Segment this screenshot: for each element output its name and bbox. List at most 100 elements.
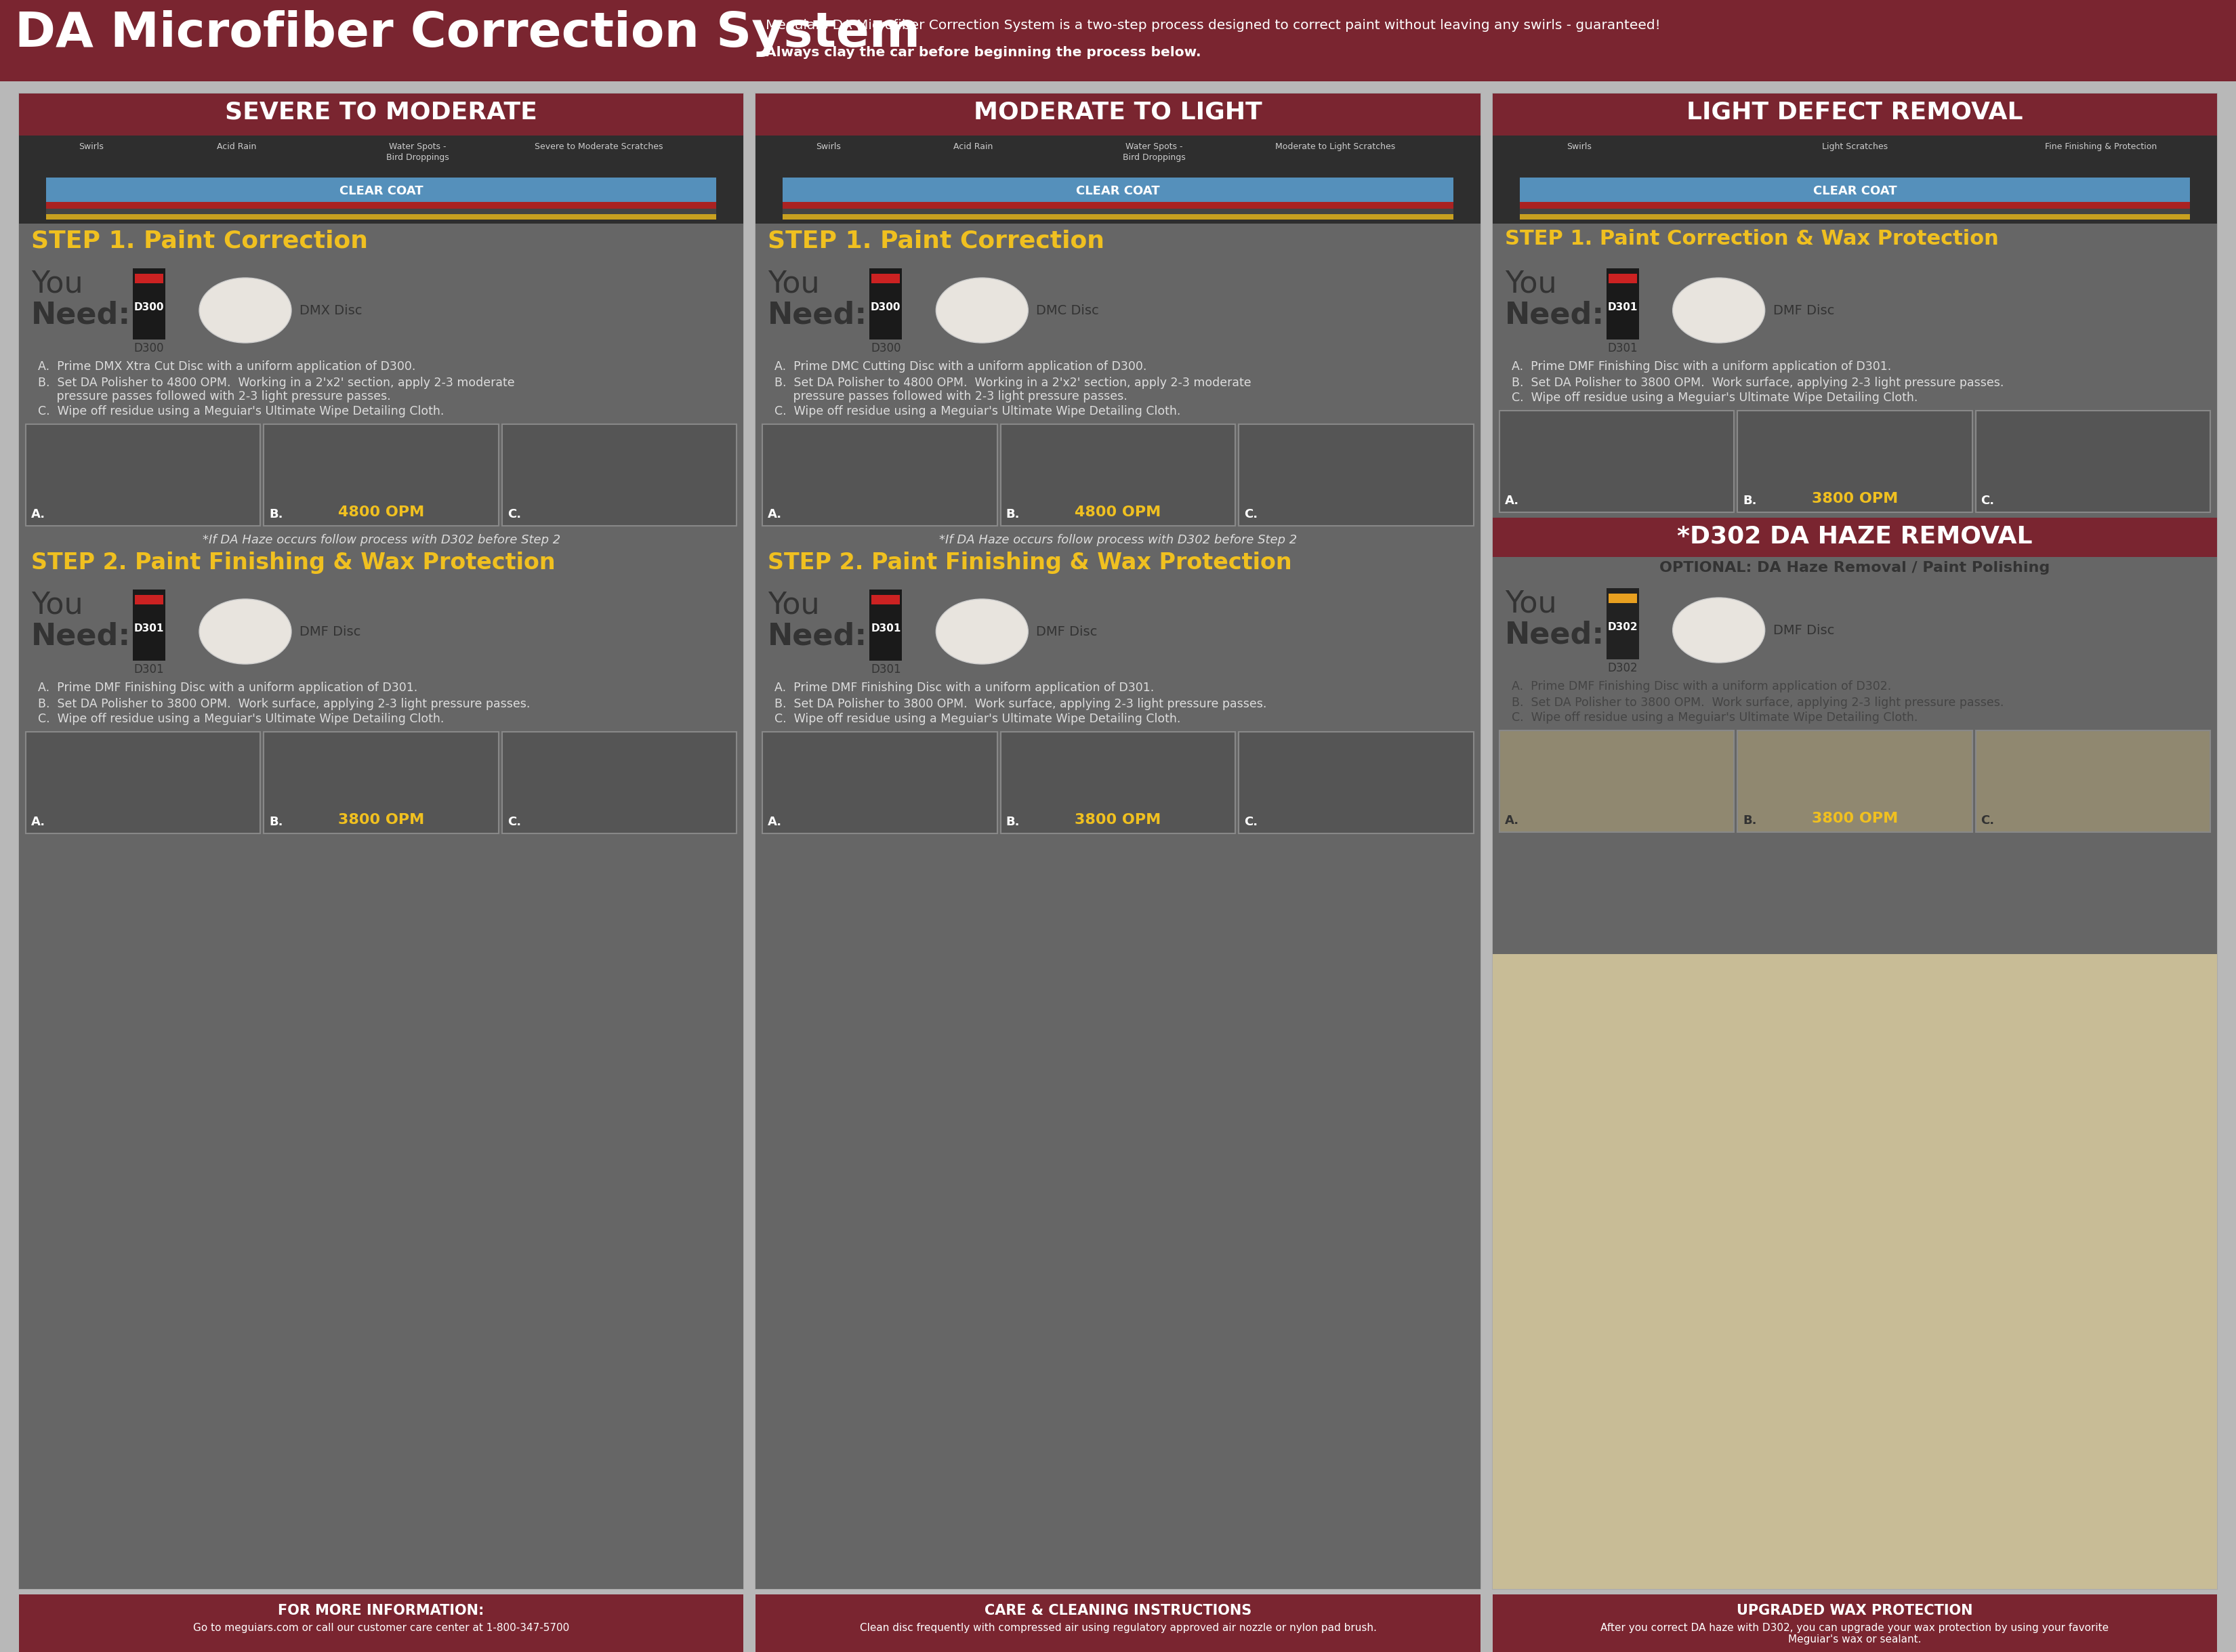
Bar (756, 1594, 1480, 1652)
Text: C.: C. (1243, 509, 1259, 520)
Text: D301: D301 (1608, 342, 1637, 355)
Text: 3800 OPM: 3800 OPM (1811, 811, 1898, 826)
Text: B.  Set DA Polisher to 3800 OPM.  Work surface, applying 2-3 light pressure pass: B. Set DA Polisher to 3800 OPM. Work sur… (1512, 377, 2003, 388)
Text: STEP 2. Paint Finishing & Wax Protection: STEP 2. Paint Finishing & Wax Protection (31, 552, 555, 573)
Bar (47, 202, 716, 208)
Text: OPTIONAL: DA Haze Removal / Paint Polishing: OPTIONAL: DA Haze Removal / Paint Polish… (1659, 562, 2050, 575)
Text: Clean disc frequently with compressed air using regulatory approved air nozzle o: Clean disc frequently with compressed ai… (859, 1622, 1377, 1634)
Bar (18, 94, 745, 135)
Bar (783, 215, 1453, 220)
Text: B.: B. (268, 816, 284, 828)
Bar (264, 425, 499, 525)
Text: Always clay the car before beginning the process below.: Always clay the car before beginning the… (765, 46, 1201, 59)
Text: UPGRADED WAX PROTECTION: UPGRADED WAX PROTECTION (1737, 1604, 1972, 1617)
Text: A.  Prime DMF Finishing Disc with a uniform application of D301.: A. Prime DMF Finishing Disc with a unifo… (1512, 360, 1892, 373)
Ellipse shape (1673, 598, 1764, 662)
Bar (18, 223, 745, 1589)
Bar (47, 215, 716, 220)
Bar (1491, 223, 2218, 955)
Text: A.  Prime DMC Cutting Disc with a uniform application of D300.: A. Prime DMC Cutting Disc with a uniform… (774, 360, 1147, 373)
Text: C.  Wipe off residue using a Meguiar's Ultimate Wipe Detailing Cloth.: C. Wipe off residue using a Meguiar's Ul… (38, 714, 445, 725)
Text: A.  Prime DMX Xtra Cut Disc with a uniform application of D300.: A. Prime DMX Xtra Cut Disc with a unifor… (38, 360, 416, 373)
Text: DMF Disc: DMF Disc (1773, 624, 1834, 636)
Text: B.: B. (1742, 494, 1757, 507)
Bar (1608, 274, 1637, 282)
Bar (18, 94, 745, 1589)
Bar (762, 732, 997, 834)
Bar (47, 208, 716, 215)
Bar (870, 268, 901, 339)
Text: D300: D300 (134, 302, 163, 312)
Text: DMC Disc: DMC Disc (1035, 304, 1100, 317)
Text: D301: D301 (870, 664, 901, 676)
Text: A.: A. (31, 816, 45, 828)
Text: You: You (767, 269, 821, 299)
Ellipse shape (199, 600, 291, 664)
Bar (756, 223, 1480, 1589)
Bar (1605, 268, 1639, 339)
Text: 4800 OPM: 4800 OPM (338, 506, 425, 519)
Text: C.: C. (508, 509, 521, 520)
Bar (1977, 411, 2209, 512)
Text: C.  Wipe off residue using a Meguiar's Ultimate Wipe Detailing Cloth.: C. Wipe off residue using a Meguiar's Ul… (774, 714, 1181, 725)
Text: SEVERE TO MODERATE: SEVERE TO MODERATE (226, 101, 537, 124)
Bar (1608, 593, 1637, 603)
Text: Go to meguiars.com or call our customer care center at 1-800-347-5700: Go to meguiars.com or call our customer … (192, 1622, 570, 1634)
Bar (756, 94, 1480, 135)
Bar (872, 595, 901, 605)
Text: 3800 OPM: 3800 OPM (1076, 813, 1160, 826)
Text: B.  Set DA Polisher to 3800 OPM.  Work surface, applying 2-3 light pressure pass: B. Set DA Polisher to 3800 OPM. Work sur… (38, 697, 530, 710)
Bar (783, 208, 1453, 215)
Text: Water Spots -: Water Spots - (389, 142, 447, 150)
Bar (0, 0, 2236, 81)
Text: CARE & CLEANING INSTRUCTIONS: CARE & CLEANING INSTRUCTIONS (984, 1604, 1252, 1617)
Text: Moderate to Light Scratches: Moderate to Light Scratches (1275, 142, 1395, 150)
Bar (762, 425, 997, 525)
Bar (134, 274, 163, 282)
Text: You: You (31, 591, 83, 620)
Text: B.  Set DA Polisher to 3800 OPM.  Work surface, applying 2-3 light pressure pass: B. Set DA Polisher to 3800 OPM. Work sur… (1512, 697, 2003, 709)
Text: Acid Rain: Acid Rain (217, 142, 257, 150)
Text: C.: C. (1981, 814, 1995, 826)
Text: *D302 DA HAZE REMOVAL: *D302 DA HAZE REMOVAL (1677, 524, 2033, 547)
Text: Severe to Moderate Scratches: Severe to Moderate Scratches (534, 142, 662, 150)
Text: Need:: Need: (1505, 301, 1605, 329)
Text: LIGHT DEFECT REMOVAL: LIGHT DEFECT REMOVAL (1686, 101, 2024, 124)
Bar (1500, 730, 1733, 833)
Text: CLEAR COAT: CLEAR COAT (1813, 185, 1896, 197)
Text: Need:: Need: (767, 301, 868, 329)
Text: B.  Set DA Polisher to 4800 OPM.  Working in a 2'x2' section, apply 2-3 moderate: B. Set DA Polisher to 4800 OPM. Working … (774, 377, 1252, 388)
Bar (1977, 730, 2209, 833)
Text: Need:: Need: (767, 621, 868, 651)
Text: B.  Set DA Polisher to 4800 OPM.  Working in a 2'x2' section, apply 2-3 moderate: B. Set DA Polisher to 4800 OPM. Working … (38, 377, 514, 388)
Text: B.: B. (1742, 814, 1757, 826)
Text: pressure passes followed with 2-3 light pressure passes.: pressure passes followed with 2-3 light … (38, 390, 391, 403)
Text: You: You (1505, 269, 1556, 299)
Bar (1491, 1594, 2218, 1652)
Text: A.: A. (31, 509, 45, 520)
Text: A.: A. (767, 816, 783, 828)
Text: A.: A. (1505, 494, 1518, 507)
Text: D300: D300 (870, 342, 901, 355)
Bar (1500, 411, 1733, 512)
Text: Light Scratches: Light Scratches (1822, 142, 1887, 150)
Text: A.  Prime DMF Finishing Disc with a uniform application of D301.: A. Prime DMF Finishing Disc with a unifo… (38, 682, 418, 694)
Text: DMF Disc: DMF Disc (300, 624, 360, 638)
Bar (1491, 135, 2218, 223)
Text: C.  Wipe off residue using a Meguiar's Ultimate Wipe Detailing Cloth.: C. Wipe off residue using a Meguiar's Ul… (38, 405, 445, 418)
Bar (503, 425, 736, 525)
Ellipse shape (937, 278, 1029, 344)
Text: D301: D301 (134, 664, 163, 676)
Bar (1737, 730, 1972, 833)
Bar (1491, 955, 2218, 1589)
Text: B.: B. (1006, 816, 1020, 828)
Text: DA Microfiber Correction System: DA Microfiber Correction System (16, 10, 921, 56)
Bar (1491, 517, 2218, 557)
Bar (47, 177, 716, 202)
Bar (1520, 215, 2189, 220)
Bar (132, 590, 165, 661)
Text: Acid Rain: Acid Rain (953, 142, 993, 150)
Text: Swirls: Swirls (816, 142, 841, 150)
Text: Need:: Need: (31, 621, 132, 651)
Text: D302: D302 (1608, 623, 1637, 633)
